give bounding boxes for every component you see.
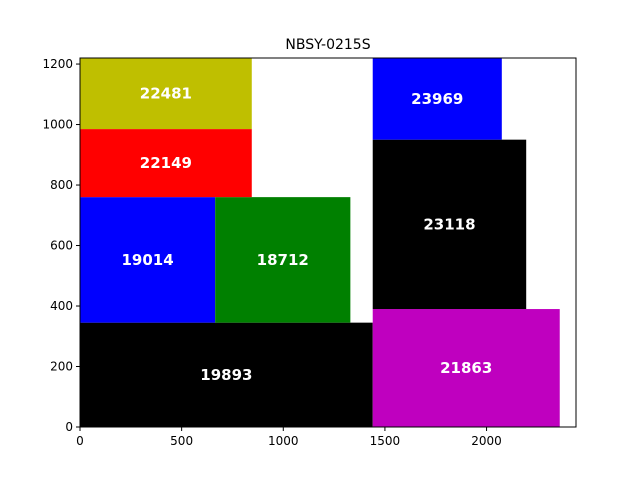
chart-title: NBSY-0215S	[285, 37, 370, 53]
y-tick-label: 1000	[42, 118, 73, 132]
y-tick-label: 600	[50, 239, 73, 253]
rect-19014	[80, 197, 216, 323]
rect-23969	[372, 58, 502, 140]
rect-19893	[80, 322, 373, 427]
rect-label: 22149	[140, 154, 192, 172]
y-tick-label: 0	[65, 420, 73, 434]
rect-label: 22481	[140, 85, 192, 103]
x-tick-label: 2000	[471, 434, 502, 448]
x-tick-label: 0	[76, 434, 84, 448]
rect-label: 23969	[411, 90, 463, 108]
rect-label: 21863	[440, 359, 492, 377]
rect-22481	[80, 58, 252, 130]
plot-frame	[79, 57, 577, 428]
rect-18712	[215, 197, 351, 323]
x-tick-label: 1000	[268, 434, 299, 448]
rect-23118	[372, 139, 527, 310]
rect-label: 19014	[121, 251, 173, 269]
y-tick-label: 200	[50, 360, 73, 374]
y-axis: 0 200 400 600 800 1000 1200	[42, 57, 80, 434]
plot-area: 19893 19014 18712 22149 22481 21863 23118 23969	[80, 58, 560, 427]
x-tick-label: 500	[170, 434, 193, 448]
y-tick-label: 1200	[42, 57, 73, 71]
rect-label: 19893	[200, 366, 252, 384]
x-tick-label: 1500	[370, 434, 401, 448]
y-tick-label: 800	[50, 178, 73, 192]
rect-22149	[80, 129, 252, 198]
rect-label: 18712	[257, 251, 309, 269]
rect-21863	[372, 309, 560, 427]
x-axis: 0 500 1000 1500 2000	[76, 427, 502, 448]
y-tick-label: 400	[50, 299, 73, 313]
rect-label: 23118	[423, 215, 475, 233]
